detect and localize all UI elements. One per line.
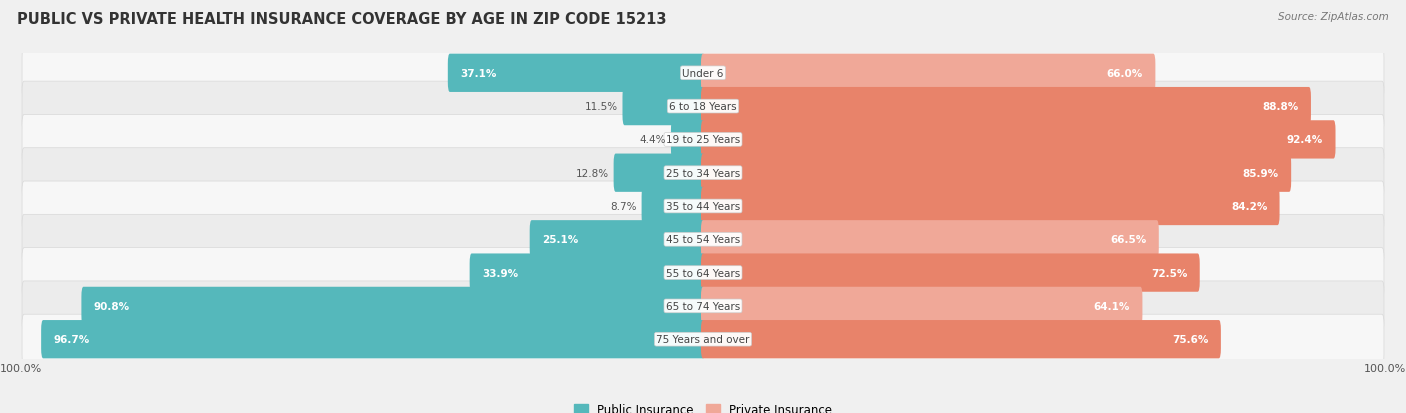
FancyBboxPatch shape	[702, 254, 1199, 292]
Text: 45 to 54 Years: 45 to 54 Years	[666, 235, 740, 245]
Text: 8.7%: 8.7%	[610, 202, 637, 211]
FancyBboxPatch shape	[702, 121, 1336, 159]
Text: 66.5%: 66.5%	[1111, 235, 1146, 245]
FancyBboxPatch shape	[22, 148, 1384, 198]
Text: 35 to 44 Years: 35 to 44 Years	[666, 202, 740, 211]
Text: 75 Years and over: 75 Years and over	[657, 335, 749, 344]
FancyBboxPatch shape	[22, 82, 1384, 132]
Text: 19 to 25 Years: 19 to 25 Years	[666, 135, 740, 145]
FancyBboxPatch shape	[22, 49, 1384, 99]
FancyBboxPatch shape	[22, 182, 1384, 231]
FancyBboxPatch shape	[613, 154, 704, 192]
FancyBboxPatch shape	[702, 88, 1310, 126]
FancyBboxPatch shape	[702, 221, 1159, 259]
FancyBboxPatch shape	[671, 121, 704, 159]
Text: 25.1%: 25.1%	[541, 235, 578, 245]
Text: 12.8%: 12.8%	[575, 168, 609, 178]
Text: 33.9%: 33.9%	[482, 268, 517, 278]
Text: 64.1%: 64.1%	[1094, 301, 1130, 311]
FancyBboxPatch shape	[623, 88, 704, 126]
Text: 90.8%: 90.8%	[94, 301, 129, 311]
FancyBboxPatch shape	[22, 248, 1384, 298]
FancyBboxPatch shape	[702, 320, 1220, 358]
FancyBboxPatch shape	[22, 115, 1384, 165]
Text: 55 to 64 Years: 55 to 64 Years	[666, 268, 740, 278]
Text: 66.0%: 66.0%	[1107, 69, 1143, 78]
Text: 25 to 34 Years: 25 to 34 Years	[666, 168, 740, 178]
FancyBboxPatch shape	[702, 55, 1156, 93]
Text: 11.5%: 11.5%	[585, 102, 617, 112]
FancyBboxPatch shape	[530, 221, 704, 259]
Text: Under 6: Under 6	[682, 69, 724, 78]
Text: Source: ZipAtlas.com: Source: ZipAtlas.com	[1278, 12, 1389, 22]
Text: 4.4%: 4.4%	[640, 135, 666, 145]
FancyBboxPatch shape	[41, 320, 704, 358]
Text: 75.6%: 75.6%	[1173, 335, 1209, 344]
FancyBboxPatch shape	[22, 281, 1384, 331]
Text: 84.2%: 84.2%	[1230, 202, 1267, 211]
FancyBboxPatch shape	[470, 254, 704, 292]
FancyBboxPatch shape	[22, 215, 1384, 265]
FancyBboxPatch shape	[702, 287, 1143, 325]
FancyBboxPatch shape	[641, 188, 704, 225]
FancyBboxPatch shape	[82, 287, 704, 325]
Text: 85.9%: 85.9%	[1243, 168, 1279, 178]
FancyBboxPatch shape	[22, 314, 1384, 364]
Text: 92.4%: 92.4%	[1286, 135, 1323, 145]
Text: 96.7%: 96.7%	[53, 335, 90, 344]
Text: 88.8%: 88.8%	[1263, 102, 1299, 112]
Text: 72.5%: 72.5%	[1152, 268, 1188, 278]
Text: 65 to 74 Years: 65 to 74 Years	[666, 301, 740, 311]
Text: 6 to 18 Years: 6 to 18 Years	[669, 102, 737, 112]
FancyBboxPatch shape	[449, 55, 704, 93]
Legend: Public Insurance, Private Insurance: Public Insurance, Private Insurance	[569, 398, 837, 413]
Text: 37.1%: 37.1%	[460, 69, 496, 78]
Text: PUBLIC VS PRIVATE HEALTH INSURANCE COVERAGE BY AGE IN ZIP CODE 15213: PUBLIC VS PRIVATE HEALTH INSURANCE COVER…	[17, 12, 666, 27]
FancyBboxPatch shape	[702, 188, 1279, 225]
FancyBboxPatch shape	[702, 154, 1291, 192]
